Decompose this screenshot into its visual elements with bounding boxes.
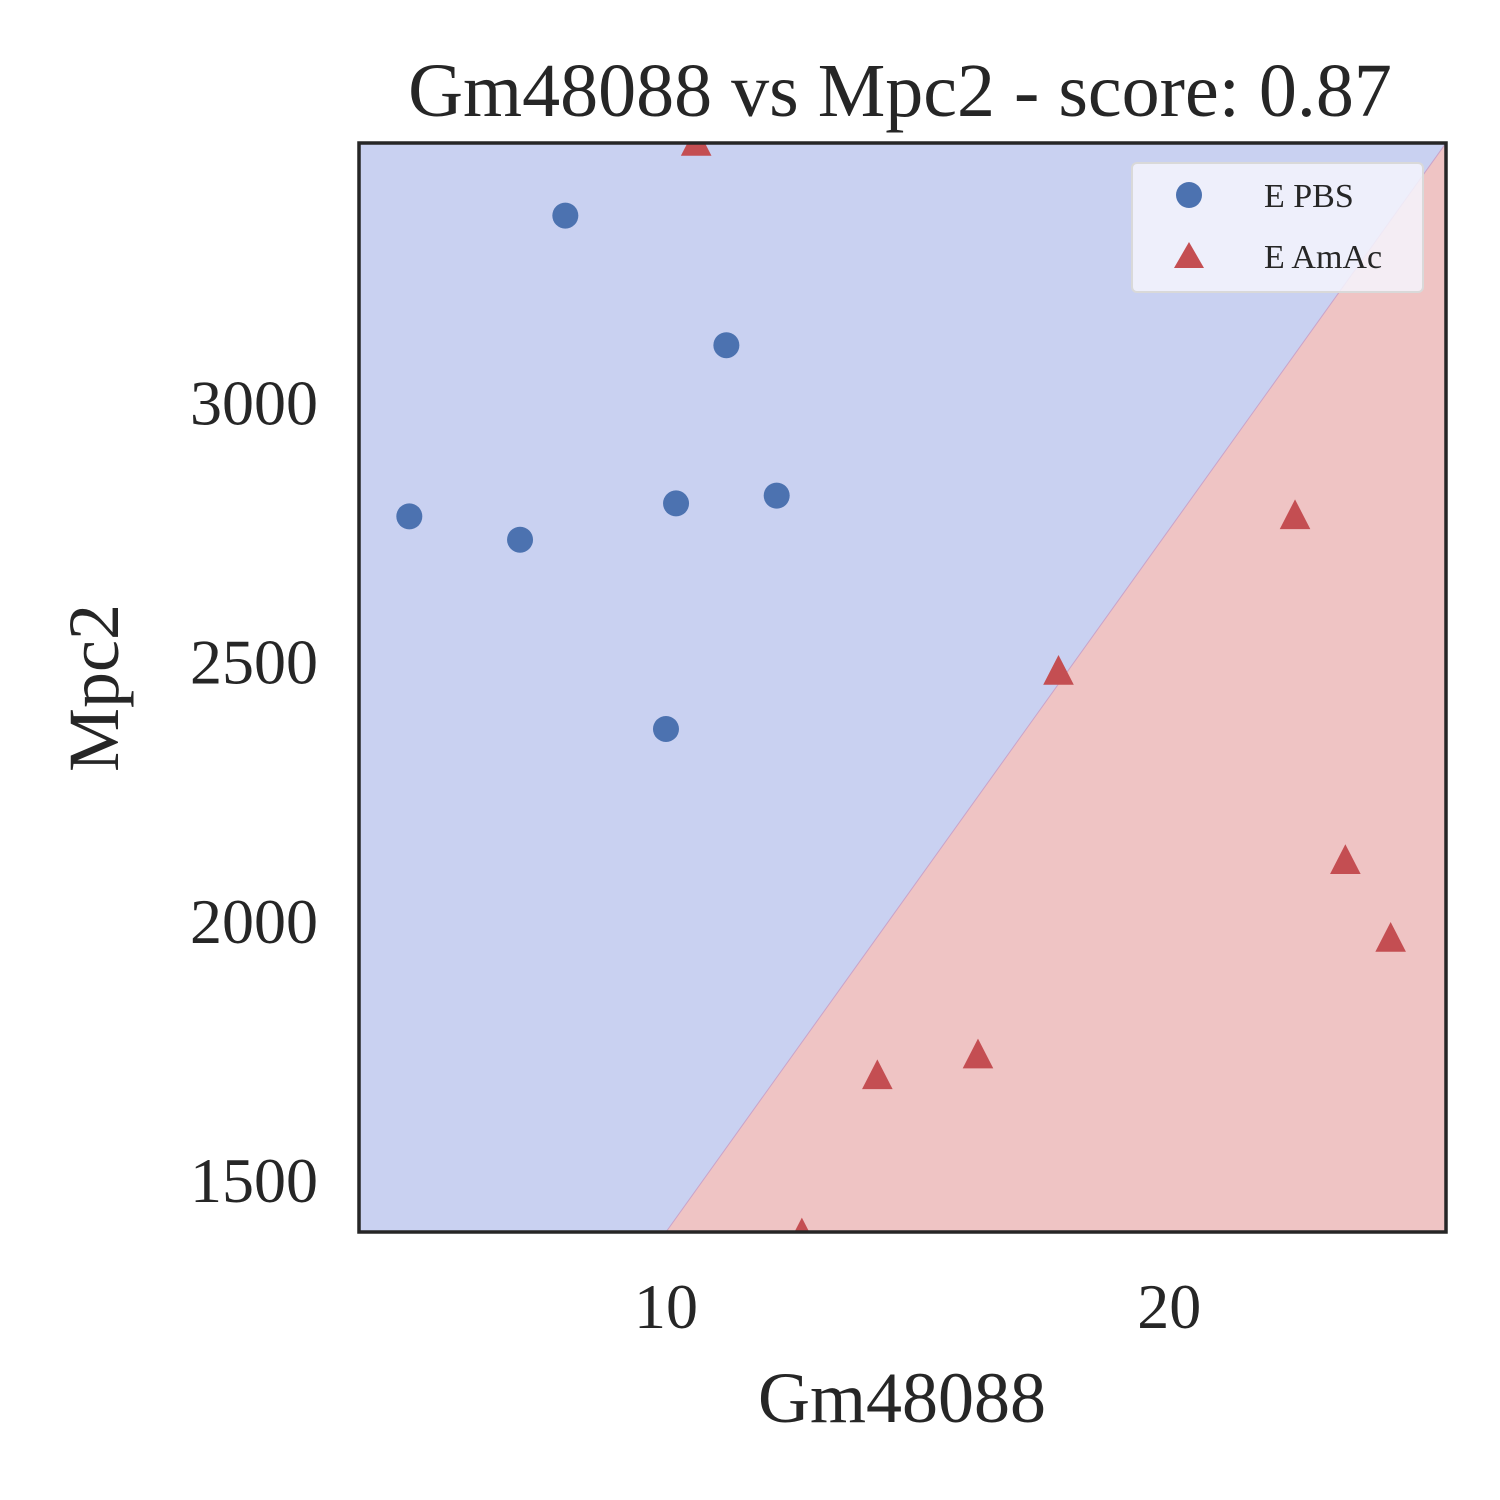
legend-label-e-amac: E AmAc — [1264, 239, 1382, 276]
point-series-0-0 — [396, 503, 423, 530]
x-tick-label-10: 10 — [634, 1271, 698, 1342]
point-series-0-5 — [713, 332, 740, 359]
legend-box — [1131, 162, 1424, 293]
y-axis-label: Mpc2 — [54, 604, 134, 772]
point-series-0-1 — [507, 526, 534, 553]
y-tick-label-2000: 2000 — [190, 886, 318, 957]
point-series-0-3 — [652, 715, 679, 742]
point-series-1-1 — [794, 1217, 810, 1232]
legend: E PBS E AmAc — [1131, 162, 1424, 293]
x-axis-ticks: 10 20 — [634, 1271, 1201, 1342]
y-axis-ticks: 1500 2000 2500 3000 — [190, 367, 318, 1216]
point-series-1-7 — [1375, 922, 1406, 952]
point-series-0-4 — [663, 490, 690, 517]
chart-title: Gm48088 vs Mpc2 - score: 0.87 — [408, 49, 1392, 133]
point-series-1-6 — [1330, 844, 1361, 874]
point-series-1-2 — [862, 1059, 893, 1090]
legend-marker-e-pbs — [1176, 182, 1202, 208]
legend-label-e-pbs: E PBS — [1264, 178, 1354, 215]
legend-marker-e-amac — [1174, 242, 1204, 268]
plot-frame — [357, 141, 1448, 1234]
x-axis-label: Gm48088 — [758, 1358, 1046, 1438]
point-series-1-5 — [1279, 499, 1311, 530]
y-tick-label-1500: 1500 — [190, 1145, 318, 1216]
point-series-0-2 — [552, 202, 579, 229]
point-series-1-3 — [962, 1038, 994, 1069]
y-tick-label-2500: 2500 — [190, 627, 318, 698]
decision-boundary — [665, 143, 1446, 1232]
point-series-0-6 — [763, 482, 790, 509]
y-tick-label-3000: 3000 — [190, 367, 318, 438]
x-tick-label-20: 20 — [1137, 1271, 1201, 1342]
point-series-1-4 — [1043, 654, 1074, 685]
point-series-1-0 — [680, 143, 712, 156]
plot-area — [359, 143, 1446, 1232]
